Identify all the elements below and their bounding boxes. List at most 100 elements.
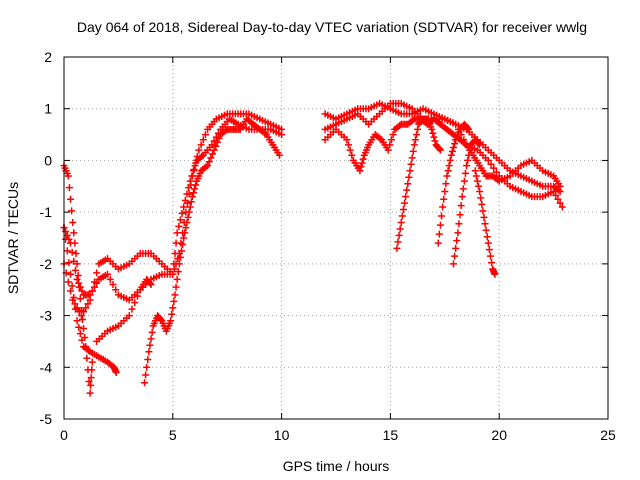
data-point bbox=[180, 234, 188, 242]
data-point bbox=[68, 207, 76, 215]
data-point bbox=[398, 212, 406, 220]
data-point bbox=[73, 317, 81, 325]
data-point bbox=[201, 131, 209, 139]
data-point bbox=[83, 354, 91, 362]
data-point bbox=[435, 230, 443, 238]
data-point bbox=[473, 177, 481, 185]
data-point bbox=[80, 325, 88, 332]
data-point bbox=[87, 374, 95, 382]
data-point bbox=[440, 195, 448, 203]
data-point bbox=[430, 133, 438, 141]
data-point bbox=[173, 275, 181, 283]
data-point bbox=[443, 172, 451, 180]
data-point bbox=[78, 287, 86, 295]
data-point bbox=[180, 203, 188, 211]
data-point bbox=[213, 138, 221, 146]
data-point bbox=[450, 260, 458, 268]
data-point bbox=[410, 141, 418, 149]
x-tick-label: 0 bbox=[60, 427, 68, 443]
x-tick-label: 15 bbox=[383, 427, 399, 443]
data-point bbox=[348, 151, 356, 159]
data-point bbox=[142, 371, 150, 379]
data-point bbox=[195, 146, 203, 154]
data-point bbox=[76, 330, 84, 338]
data-point bbox=[125, 312, 133, 320]
data-point bbox=[179, 240, 187, 248]
data-point bbox=[428, 125, 436, 133]
data-point bbox=[64, 172, 72, 180]
data-point bbox=[436, 146, 444, 154]
data-point bbox=[185, 184, 193, 192]
data-point bbox=[435, 145, 443, 153]
data-point bbox=[171, 291, 179, 299]
data-point bbox=[446, 156, 454, 164]
data-point bbox=[74, 271, 82, 279]
data-point bbox=[431, 137, 439, 145]
data-point bbox=[175, 260, 183, 268]
data-point bbox=[88, 358, 96, 366]
data-point bbox=[189, 189, 197, 197]
data-point bbox=[71, 300, 79, 308]
data-point bbox=[141, 379, 149, 387]
data-point bbox=[475, 140, 483, 148]
data-point bbox=[550, 187, 558, 195]
y-tick-label: 0 bbox=[44, 152, 52, 168]
data-point bbox=[450, 144, 458, 151]
data-point bbox=[384, 146, 392, 154]
data-point bbox=[88, 366, 96, 374]
data-point bbox=[63, 247, 71, 255]
series-track-12 bbox=[450, 136, 484, 268]
x-axis-label: GPS time / hours bbox=[283, 458, 390, 474]
data-point bbox=[386, 141, 394, 149]
data-point bbox=[67, 287, 75, 295]
data-point bbox=[185, 208, 193, 216]
data-points bbox=[60, 100, 566, 397]
data-point bbox=[67, 239, 75, 247]
data-point bbox=[346, 146, 354, 154]
data-point bbox=[128, 305, 136, 313]
data-point bbox=[146, 279, 154, 287]
data-point bbox=[84, 300, 92, 308]
data-point bbox=[67, 195, 75, 203]
data-point bbox=[405, 173, 413, 181]
data-point bbox=[78, 315, 86, 323]
series-track-8 bbox=[321, 100, 566, 211]
data-point bbox=[104, 270, 112, 278]
series-track-10 bbox=[393, 115, 444, 252]
data-point bbox=[439, 203, 447, 211]
data-point bbox=[345, 141, 353, 149]
data-point bbox=[210, 146, 218, 154]
series-track-13 bbox=[471, 167, 499, 278]
data-point bbox=[86, 291, 94, 299]
data-point bbox=[181, 197, 189, 205]
data-point bbox=[485, 246, 493, 254]
data-point bbox=[191, 162, 199, 170]
x-tick-label: 20 bbox=[491, 427, 507, 443]
data-point bbox=[447, 151, 455, 159]
data-point bbox=[72, 250, 80, 258]
data-point bbox=[441, 187, 449, 195]
data-point bbox=[70, 257, 78, 265]
data-point bbox=[413, 131, 421, 139]
data-point bbox=[455, 220, 463, 228]
data-point bbox=[192, 181, 200, 189]
data-point bbox=[481, 220, 489, 228]
data-point bbox=[394, 238, 402, 246]
data-point bbox=[207, 154, 215, 162]
data-point bbox=[483, 233, 491, 241]
y-tick-label: 1 bbox=[44, 101, 52, 117]
data-point bbox=[68, 282, 76, 290]
data-point bbox=[88, 287, 96, 295]
data-point bbox=[558, 203, 566, 211]
data-point bbox=[407, 160, 415, 168]
data-point bbox=[65, 184, 73, 192]
x-tick-label: 10 bbox=[274, 427, 290, 443]
data-point bbox=[395, 231, 403, 239]
data-point bbox=[172, 239, 180, 247]
data-point bbox=[80, 308, 88, 316]
data-point bbox=[93, 279, 101, 287]
data-point bbox=[186, 177, 194, 185]
data-point bbox=[278, 131, 286, 139]
data-point bbox=[454, 229, 462, 237]
